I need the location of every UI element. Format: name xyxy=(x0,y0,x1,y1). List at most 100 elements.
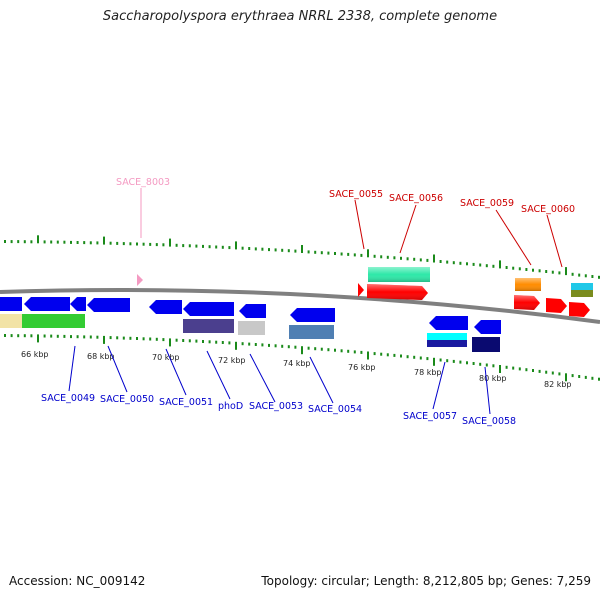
scale-tick xyxy=(360,253,363,257)
gene-label-sace-0055[interactable]: SACE_0055 xyxy=(329,189,383,200)
gene-box-sace-0057-lower-a[interactable] xyxy=(427,333,467,340)
gene-label-sace-0057[interactable]: SACE_0057 xyxy=(403,411,457,422)
scale-tick xyxy=(532,268,534,272)
scale-tick xyxy=(129,336,132,340)
scale-tick xyxy=(598,377,600,381)
scale-tick xyxy=(254,247,257,251)
scale-tick xyxy=(215,340,218,344)
gene-box-phod-lower[interactable] xyxy=(183,319,234,333)
gene-label-sace-0056[interactable]: SACE_0056 xyxy=(389,193,443,204)
scale-tick xyxy=(347,349,350,353)
scale-label: 70 kbp xyxy=(152,353,180,362)
scale-tick xyxy=(30,240,33,244)
gene-arrow-sace-0051[interactable] xyxy=(149,300,182,314)
scale-tick xyxy=(221,341,224,344)
scale-tick xyxy=(353,350,356,354)
scale-tick xyxy=(433,254,435,263)
scale-tick xyxy=(37,235,39,244)
scale-tick xyxy=(426,357,429,361)
gene-arrow-sace-0054[interactable] xyxy=(290,308,335,322)
scale-tick xyxy=(162,338,165,342)
gene-label-sace-0051[interactable]: SACE_0051 xyxy=(159,397,213,408)
gene-box-sace-0058-lower[interactable] xyxy=(472,337,500,352)
scale-tick xyxy=(268,248,270,252)
gene-arrow-sace-0049[interactable] xyxy=(24,297,70,311)
scale-tick xyxy=(70,335,72,339)
gene-label-sace-0058[interactable]: SACE_0058 xyxy=(462,416,516,427)
scale-tick xyxy=(591,275,594,278)
scale-tick xyxy=(37,334,39,343)
forward-features xyxy=(137,267,593,317)
scale-tick xyxy=(571,374,574,378)
scale-tick xyxy=(195,339,198,343)
gene-label-sace-8003[interactable]: SACE_8003 xyxy=(116,177,170,188)
scale-tick xyxy=(208,245,211,249)
gene-shade xyxy=(514,295,540,310)
scale-tick xyxy=(545,270,548,273)
gene-arrow-sace-0050[interactable] xyxy=(87,298,130,312)
scale-label: 82 kbp xyxy=(544,380,572,389)
scale-tick xyxy=(591,376,594,380)
gene-box-sace-0060-mid[interactable] xyxy=(571,290,593,297)
scale-tick xyxy=(479,263,482,267)
scale-tick xyxy=(584,274,587,278)
scale-tick xyxy=(96,335,99,339)
reverse-features xyxy=(0,297,501,352)
gene-arrow-sace-0057[interactable] xyxy=(429,316,468,330)
scale-tick xyxy=(268,343,270,347)
gene-arrow-sace-0053[interactable] xyxy=(239,304,266,318)
scale-tick xyxy=(360,350,363,354)
scale-tick xyxy=(367,249,369,258)
gene-label-sace-0054[interactable]: SACE_0054 xyxy=(308,404,362,415)
scale-tick xyxy=(188,244,191,248)
scale-tick xyxy=(43,334,46,338)
scale-label: 80 kbp xyxy=(479,374,507,383)
scale-tick xyxy=(419,356,422,360)
scale-tick xyxy=(70,240,72,244)
gene-box-sace-0057-lower-b[interactable] xyxy=(427,340,467,347)
scale-tick xyxy=(4,334,6,337)
accession-text: Accession: NC_009142 xyxy=(9,574,146,588)
gene-box-sace-0049-lower-b[interactable] xyxy=(22,314,85,328)
gene-arrow-sace-0060[interactable] xyxy=(569,302,590,317)
genome-backbone xyxy=(0,288,600,324)
scale-tick xyxy=(565,373,567,382)
gene-arrow-phod[interactable] xyxy=(183,302,234,316)
scale-tick xyxy=(525,268,528,271)
gene-arrow-sace-0059b[interactable] xyxy=(546,298,567,313)
gene-label-sace-0049[interactable]: SACE_0049 xyxy=(41,393,95,404)
scale-tick xyxy=(538,269,541,273)
scale-tick xyxy=(413,257,416,261)
pseudogene-marker[interactable] xyxy=(137,274,143,286)
scale-tick xyxy=(505,266,508,269)
scale-tick xyxy=(492,364,495,368)
scale-tick xyxy=(545,370,548,374)
scale-tick xyxy=(169,338,171,347)
scale-tick xyxy=(215,245,218,249)
gene-label-sace-0059[interactable]: SACE_0059 xyxy=(460,198,514,209)
scale-tick xyxy=(76,241,79,244)
gene-label-sace-0060[interactable]: SACE_0060 xyxy=(521,204,575,215)
scale-tick xyxy=(116,241,119,245)
gene-box-sace-0060-upper[interactable] xyxy=(571,283,593,290)
gene-label-sace-0053[interactable]: SACE_0053 xyxy=(249,401,303,412)
gene-label-phod[interactable]: phoD xyxy=(218,401,243,412)
scale-tick xyxy=(512,266,515,270)
scale-tick xyxy=(162,243,165,247)
scale-tick xyxy=(327,251,330,255)
gene-arrow-sace-0055[interactable] xyxy=(358,283,364,297)
gene-box-sace-0053-lower[interactable] xyxy=(238,321,265,335)
gene-box-sace-0054-lower[interactable] xyxy=(289,325,334,339)
genome-title: Saccharopolyspora erythraea NRRL 2338, c… xyxy=(102,9,498,24)
scale-tick xyxy=(499,260,501,269)
scale-tick xyxy=(400,354,402,358)
gene-arrow-sace-0049b[interactable] xyxy=(70,297,86,311)
gene-arrow-sace-0058[interactable] xyxy=(474,320,501,334)
scale-tick xyxy=(116,336,119,340)
scale-tick xyxy=(261,343,264,347)
gene-label-sace-0050[interactable]: SACE_0050 xyxy=(100,394,154,405)
gene-box-sace-0049-lower-a[interactable] xyxy=(0,314,22,328)
gene-arrow-sace-0048[interactable] xyxy=(0,297,22,311)
scale-tick xyxy=(578,375,581,378)
scale-tick xyxy=(287,249,290,253)
